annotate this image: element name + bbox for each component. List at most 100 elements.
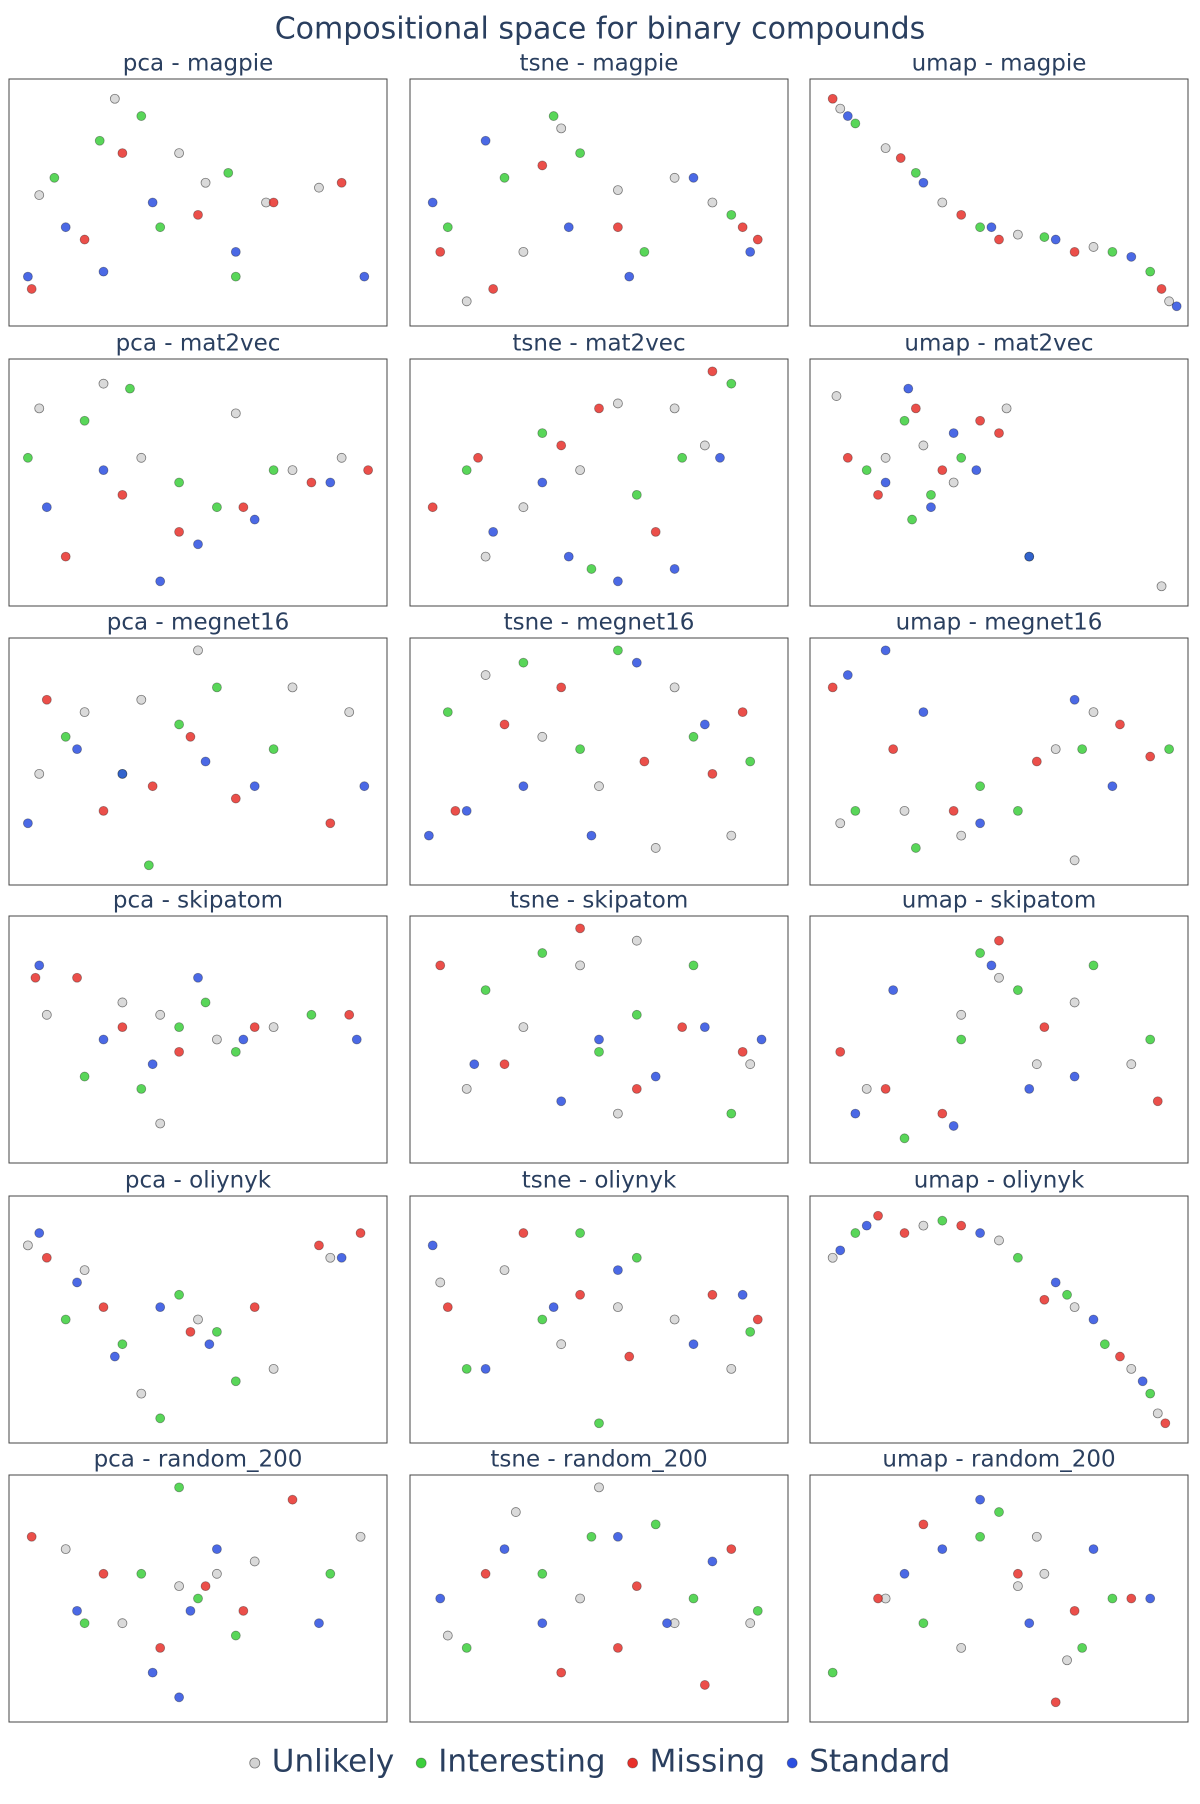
panel-title: tsne - mat2vec: [512, 331, 685, 357]
point: [827, 1252, 838, 1263]
point: [699, 1680, 710, 1690]
point: [306, 1009, 317, 1020]
panel-frame: [409, 78, 789, 327]
point: [249, 514, 260, 525]
point: [971, 465, 982, 476]
point: [1013, 985, 1023, 995]
point: [726, 1544, 737, 1554]
point: [1031, 756, 1042, 767]
point: [499, 172, 510, 183]
point: [575, 1228, 585, 1238]
point: [98, 465, 109, 476]
point: [230, 408, 241, 419]
point: [22, 452, 33, 463]
point: [1024, 551, 1035, 562]
point: [613, 1108, 623, 1119]
point: [537, 477, 548, 488]
point: [880, 143, 891, 154]
point: [147, 197, 158, 208]
point: [427, 1240, 438, 1251]
point: [575, 465, 585, 476]
point: [268, 744, 279, 755]
point: [910, 167, 921, 178]
point: [594, 1034, 604, 1045]
point: [211, 502, 222, 513]
point: [563, 222, 574, 233]
point: [1126, 1364, 1137, 1374]
point: [899, 1133, 910, 1144]
point: [355, 1531, 366, 1542]
legend-marker: [627, 1757, 639, 1769]
point: [480, 551, 491, 562]
point: [861, 465, 872, 476]
point: [136, 1388, 147, 1399]
point: [918, 1618, 929, 1629]
panel-title: pca - oliynyk: [125, 1168, 272, 1194]
point: [918, 1519, 929, 1530]
panel-frame: [409, 1474, 789, 1723]
point: [986, 960, 997, 971]
point: [650, 527, 661, 537]
point: [185, 1326, 196, 1337]
point: [677, 1022, 688, 1033]
point: [1039, 232, 1050, 242]
point: [956, 1643, 967, 1653]
panel-frame: [8, 1195, 388, 1444]
point: [60, 1314, 71, 1325]
point: [1126, 1593, 1137, 1604]
panel-title: umap - magpie: [912, 51, 1087, 77]
panel-title: pca - megnet16: [107, 610, 289, 636]
point: [975, 1228, 985, 1238]
point: [556, 1339, 567, 1350]
point: [193, 1314, 203, 1325]
point: [594, 1418, 604, 1429]
point: [200, 177, 211, 188]
point: [174, 1692, 185, 1703]
point: [1152, 1096, 1163, 1107]
point: [1077, 744, 1088, 755]
point: [975, 948, 985, 958]
point: [537, 1314, 548, 1325]
point: [613, 222, 623, 233]
point: [726, 830, 737, 841]
point: [899, 415, 910, 426]
point: [147, 1667, 158, 1678]
point: [336, 452, 347, 463]
point: [835, 818, 846, 829]
point: [344, 707, 355, 717]
point: [72, 1605, 82, 1616]
point: [238, 1034, 249, 1045]
point: [136, 452, 147, 463]
point: [1099, 1339, 1110, 1350]
point: [975, 1494, 985, 1505]
point: [631, 1581, 642, 1592]
point: [1088, 242, 1099, 252]
point: [613, 645, 623, 656]
panel-title: pca - mat2vec: [116, 331, 281, 357]
point: [1069, 855, 1080, 866]
point: [193, 209, 203, 220]
panel-frame: [809, 358, 1189, 607]
point: [442, 1630, 453, 1641]
point: [631, 935, 642, 946]
point: [117, 1022, 128, 1033]
point: [518, 781, 529, 792]
point: [937, 197, 948, 208]
point: [956, 1034, 967, 1045]
point: [314, 1240, 324, 1251]
point: [211, 682, 222, 693]
panel-title: pca - random_200: [94, 1447, 303, 1473]
panel-title: umap - skipatom: [902, 888, 1096, 914]
point: [842, 670, 853, 680]
point: [174, 1022, 185, 1033]
point: [899, 1228, 910, 1238]
point: [699, 440, 710, 451]
point: [835, 1245, 846, 1256]
point: [1024, 1618, 1035, 1629]
point: [79, 415, 90, 426]
point: [537, 428, 548, 439]
point: [910, 843, 921, 853]
point: [60, 222, 71, 233]
point: [1107, 1593, 1118, 1604]
